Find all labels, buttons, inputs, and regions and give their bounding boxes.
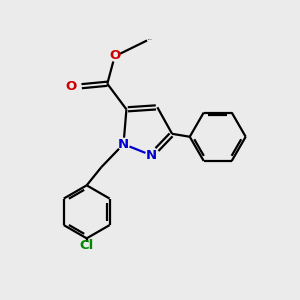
Text: O: O [109,49,120,62]
Text: methyl: methyl [148,38,153,40]
Text: O: O [65,80,77,93]
Text: N: N [118,138,129,151]
Text: N: N [146,149,157,162]
Text: Cl: Cl [80,239,94,252]
